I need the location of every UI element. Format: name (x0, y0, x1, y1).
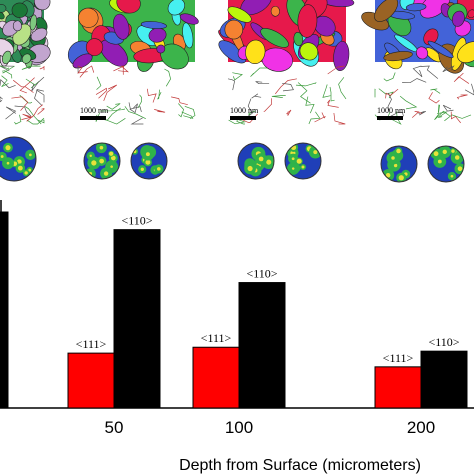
boundary-map-0 (0, 65, 45, 125)
micrograph-row (0, 0, 474, 74)
bar-110-200 (420, 350, 468, 409)
x-tick-group: 50 100 200 (105, 403, 435, 437)
ebsd-map-2 (218, 0, 355, 72)
pole-figure-1 (83, 142, 121, 180)
x-tick-label-100: 100 (225, 418, 253, 437)
boundary-map-2 (227, 65, 347, 125)
pole-figure-3 (237, 142, 275, 180)
bar-110-50 (113, 229, 161, 409)
grain-boundary-row (0, 65, 474, 125)
scale-bar-3: 1000 nm (377, 106, 406, 120)
ebsd-map-1 (67, 0, 199, 72)
pole-figure-0 (0, 136, 37, 182)
bar-110-100 (238, 282, 286, 409)
bar-label-111-50: <111> (76, 337, 107, 351)
bar-label-110-50: <110> (121, 214, 152, 228)
bar-group (0, 211, 468, 409)
x-tick-label-200: 200 (407, 418, 435, 437)
x-axis-label: Depth from Surface (micrometers) (179, 457, 421, 474)
bar-chart: <111><110><111><110><111><110> 50 100 200 … (0, 200, 474, 474)
ebsd-map-0 (0, 0, 51, 69)
scale-bar-2: 1000 nm (230, 106, 259, 120)
bar-110-surface (0, 211, 9, 409)
scale-bar-label-2: 1000 nm (230, 106, 259, 115)
bar-label-111-200: <111> (383, 351, 414, 365)
pole-figure-4 (284, 142, 322, 180)
pole-figure-5 (380, 145, 418, 183)
pole-figure-2 (130, 142, 168, 180)
pole-figure-6 (427, 145, 465, 183)
scale-bar-label-1: 1000 nm (80, 106, 109, 115)
bar-label-110-100: <110> (246, 267, 277, 281)
bar-label-110-200: <110> (428, 335, 459, 349)
x-tick-label-50: 50 (105, 418, 124, 437)
bar-111-200 (374, 366, 422, 409)
bar-label-group: <111> <110> <111> <110> <111> <110> (76, 214, 460, 365)
boundary-map-3 (374, 65, 474, 125)
bar-label-111-100: <111> (201, 331, 232, 345)
boundary-map-1 (77, 65, 196, 125)
pole-figure-row (0, 136, 465, 183)
bar-111-50 (67, 352, 115, 409)
ebsd-map-3 (361, 0, 474, 74)
scale-bar-1: 1000 nm (80, 106, 109, 120)
scale-bar-row: 1000 nm 1000 nm 1000 nm (80, 106, 406, 120)
scale-bar-label-3: 1000 nm (377, 106, 406, 115)
bar-111-100 (192, 346, 240, 409)
